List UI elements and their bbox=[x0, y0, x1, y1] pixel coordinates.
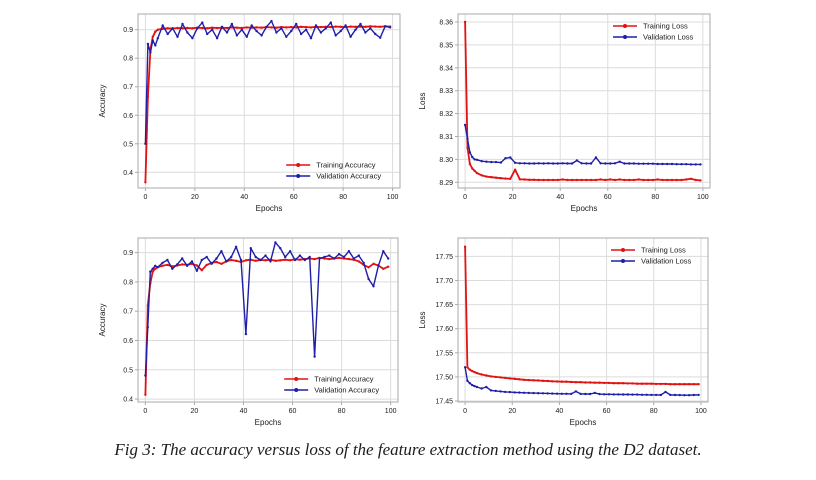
svg-text:60: 60 bbox=[603, 408, 611, 415]
svg-text:8.32: 8.32 bbox=[439, 111, 453, 118]
accuracy-d2-run2-series-1 bbox=[144, 241, 389, 376]
svg-text:40: 40 bbox=[556, 194, 564, 201]
svg-text:17.45: 17.45 bbox=[435, 399, 453, 406]
accuracy-d2-run2-ylabel: Accuracy bbox=[98, 304, 107, 337]
svg-text:100: 100 bbox=[387, 194, 399, 201]
accuracy-d2-run2-legend-1: Validation Accuracy bbox=[314, 386, 379, 395]
loss-d2-run2-svg: 0 20 40 60 80 100 17.45 17.50 17.55 17.60 17.65 17.… bbox=[418, 237, 709, 427]
svg-text:0.8: 0.8 bbox=[123, 279, 133, 286]
svg-text:60: 60 bbox=[604, 194, 612, 201]
accuracy-chart-run2: 0 20 40 60 80 100 0.4 0.5 0.6 0.7 0.8 0.9 Epochs Accu… bbox=[96, 232, 406, 430]
svg-text:8.31: 8.31 bbox=[439, 134, 453, 141]
svg-text:0.6: 0.6 bbox=[123, 338, 133, 345]
svg-text:8.34: 8.34 bbox=[439, 65, 453, 72]
accuracy-d2-run2-svg: 0 20 40 60 80 100 0.4 0.5 0.6 0.7 0.8 0.9 Epochs Accu… bbox=[98, 237, 399, 427]
svg-text:17.75: 17.75 bbox=[435, 254, 453, 261]
accuracy-d2-run2-xlabel: Epochs bbox=[255, 418, 282, 427]
accuracy-d2-run2-legend-0: Training Accuracy bbox=[314, 375, 374, 384]
loss-d2-run1-ylabel: Loss bbox=[418, 93, 427, 110]
svg-text:0.4: 0.4 bbox=[123, 397, 133, 404]
loss-d2-run2-legend-0: Training Loss bbox=[641, 246, 686, 255]
svg-text:8.30: 8.30 bbox=[439, 157, 453, 164]
svg-text:8.36: 8.36 bbox=[439, 20, 453, 27]
loss-d2-run1-legend-0: Training Loss bbox=[643, 22, 688, 31]
svg-text:60: 60 bbox=[290, 194, 298, 201]
accuracy-d2-run1-series-0 bbox=[144, 25, 391, 183]
svg-text:0.4: 0.4 bbox=[123, 170, 133, 177]
svg-text:17.60: 17.60 bbox=[435, 326, 453, 333]
accuracy-chart-run1: 0 20 40 60 80 100 0.4 0.5 0.6 0.7 0.8 0.9 Epochs Accu… bbox=[96, 8, 408, 216]
svg-text:40: 40 bbox=[556, 408, 564, 415]
svg-text:100: 100 bbox=[695, 408, 707, 415]
loss-d2-run2-legend-1: Validation Loss bbox=[641, 257, 692, 266]
svg-text:8.35: 8.35 bbox=[439, 42, 453, 49]
accuracy-d2-run1-series-1 bbox=[144, 20, 391, 144]
svg-text:0: 0 bbox=[463, 194, 467, 201]
svg-text:0.9: 0.9 bbox=[123, 250, 133, 257]
svg-text:0.6: 0.6 bbox=[123, 113, 133, 120]
svg-text:0.5: 0.5 bbox=[123, 141, 133, 148]
svg-text:80: 80 bbox=[338, 408, 346, 415]
accuracy-d2-run1-ylabel: Accuracy bbox=[98, 85, 107, 118]
svg-text:0: 0 bbox=[463, 408, 467, 415]
svg-text:0.5: 0.5 bbox=[123, 367, 133, 374]
svg-text:20: 20 bbox=[509, 194, 517, 201]
svg-text:20: 20 bbox=[191, 194, 199, 201]
accuracy-d2-run1-legend-0: Training Accuracy bbox=[316, 161, 376, 170]
svg-text:17.65: 17.65 bbox=[435, 302, 453, 309]
svg-text:0: 0 bbox=[143, 194, 147, 201]
loss-d2-run2-ylabel: Loss bbox=[418, 312, 427, 329]
svg-text:8.29: 8.29 bbox=[439, 180, 453, 187]
svg-text:0.7: 0.7 bbox=[123, 84, 133, 91]
svg-text:0.7: 0.7 bbox=[123, 309, 133, 316]
svg-text:20: 20 bbox=[508, 408, 516, 415]
loss-d2-run1-svg: 0 20 40 60 80 100 8.29 8.30 8.31 8.32 8.33 8.34 8.35… bbox=[418, 13, 711, 213]
svg-text:0.8: 0.8 bbox=[123, 56, 133, 63]
svg-text:80: 80 bbox=[339, 194, 347, 201]
svg-text:100: 100 bbox=[697, 194, 709, 201]
accuracy-d2-run1-legend-1: Validation Accuracy bbox=[316, 172, 381, 181]
svg-text:40: 40 bbox=[240, 408, 248, 415]
loss-d2-run1-legend-1: Validation Loss bbox=[643, 33, 694, 42]
loss-d2-run2-xlabel: Epochs bbox=[570, 418, 597, 427]
svg-text:60: 60 bbox=[289, 408, 297, 415]
svg-text:8.33: 8.33 bbox=[439, 88, 453, 95]
loss-chart-run2: 0 20 40 60 80 100 17.45 17.50 17.55 17.60 17.65 17.… bbox=[416, 232, 716, 430]
svg-text:17.50: 17.50 bbox=[435, 374, 453, 381]
accuracy-d2-run1-xlabel: Epochs bbox=[256, 204, 283, 213]
svg-text:80: 80 bbox=[651, 194, 659, 201]
loss-d2-run2-series-0 bbox=[464, 246, 699, 386]
svg-text:100: 100 bbox=[385, 408, 397, 415]
accuracy-d2-run1-svg: 0 20 40 60 80 100 0.4 0.5 0.6 0.7 0.8 0.9 Epochs Accu… bbox=[98, 13, 401, 213]
loss-d2-run1-series-1 bbox=[464, 124, 701, 166]
svg-text:20: 20 bbox=[191, 408, 199, 415]
svg-text:17.70: 17.70 bbox=[435, 278, 453, 285]
loss-d2-run1-xlabel: Epochs bbox=[571, 204, 598, 213]
svg-text:0.9: 0.9 bbox=[123, 27, 133, 34]
loss-chart-run1: 0 20 40 60 80 100 8.29 8.30 8.31 8.32 8.33 8.34 8.35… bbox=[416, 8, 718, 216]
svg-text:80: 80 bbox=[650, 408, 658, 415]
loss-d2-run1-series-0 bbox=[464, 21, 701, 182]
svg-text:17.55: 17.55 bbox=[435, 350, 453, 357]
figure-caption: Fig 3: The accuracy versus loss of the f… bbox=[114, 440, 702, 459]
svg-text:0: 0 bbox=[143, 408, 147, 415]
svg-text:40: 40 bbox=[240, 194, 248, 201]
